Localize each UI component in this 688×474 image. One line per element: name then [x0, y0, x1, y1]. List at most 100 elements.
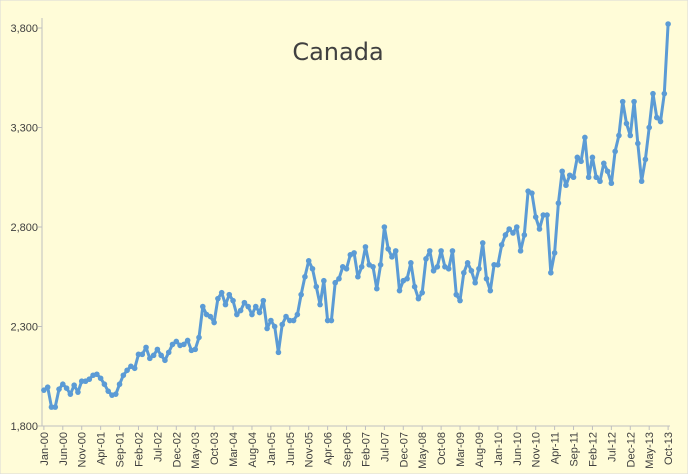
x-tick-label: Sep-06 [342, 432, 354, 467]
data-point [283, 313, 289, 320]
data-point [218, 289, 225, 296]
data-point [434, 264, 441, 270]
data-point [298, 291, 304, 298]
data-point [638, 178, 645, 185]
data-point [582, 134, 588, 141]
chart-title: Canada [292, 38, 383, 66]
data-point [650, 90, 656, 97]
data-point [41, 387, 47, 393]
x-tick-label: Sep-11 [569, 432, 581, 467]
data-point [173, 338, 180, 345]
data-point [112, 391, 119, 397]
data-point [94, 371, 100, 378]
data-point [510, 230, 516, 236]
x-tick-label: Nov-10 [531, 432, 543, 467]
data-point [389, 254, 395, 260]
data-point [597, 178, 603, 185]
data-point [461, 269, 467, 276]
x-tick-label: Oct-13 [663, 432, 675, 465]
data-point [578, 158, 584, 165]
data-point [604, 168, 611, 175]
data-point [101, 381, 108, 388]
data-point [661, 90, 668, 97]
x-tick-label: Nov-05 [304, 432, 316, 467]
data-point [192, 346, 199, 353]
data-point [426, 248, 433, 254]
data-point [290, 317, 297, 324]
data-point [423, 256, 429, 262]
y-tick-label: 1,800 [10, 421, 38, 433]
data-point [86, 376, 93, 383]
data-point [131, 365, 138, 372]
data-point [612, 148, 618, 155]
data-point [438, 248, 444, 254]
data-point [271, 323, 278, 330]
data-point [305, 258, 312, 264]
data-point [642, 156, 649, 163]
x-tick-label: Jun-10 [512, 432, 524, 466]
data-point [374, 285, 380, 292]
data-point [105, 388, 112, 394]
y-tick-label: 2,300 [10, 322, 38, 334]
data-point [521, 232, 528, 238]
data-point [513, 224, 520, 230]
data-point [404, 275, 410, 282]
data-point [532, 214, 539, 220]
data-point [343, 265, 350, 272]
x-axis: Jan-00 Jun-00 Nov-00 Apr-01 Sep-01 Feb-02 Jul-… [39, 425, 675, 469]
data-point [44, 384, 51, 390]
data-point [158, 352, 164, 359]
data-point [294, 311, 301, 318]
data-point [411, 283, 418, 290]
data-point [600, 160, 607, 167]
data-point [184, 337, 191, 344]
data-point [199, 303, 206, 310]
data-point [302, 273, 308, 280]
data-point [657, 118, 664, 125]
data-point [377, 262, 384, 268]
data-point [449, 248, 456, 254]
x-tick-label: Apr-01 [96, 432, 108, 465]
data-point [415, 295, 422, 302]
x-tick-label: Aug-04 [247, 432, 259, 467]
x-tick-label: Jan-05 [266, 432, 278, 466]
data-point [616, 132, 622, 139]
data-point [381, 224, 388, 230]
data-point [252, 303, 259, 310]
data-point [196, 334, 202, 341]
data-point [249, 311, 255, 318]
data-point [313, 283, 320, 290]
data-point [207, 313, 214, 320]
data-point [544, 212, 550, 218]
data-point [548, 269, 554, 276]
data-point [502, 232, 509, 238]
x-tick-label: Dec-12 [625, 432, 637, 467]
x-tick-label: Oct-03 [209, 432, 221, 465]
data-point [472, 279, 478, 286]
x-tick-label: Dec-07 [398, 432, 410, 467]
data-point [608, 180, 615, 187]
data-point [241, 299, 248, 306]
data-point [154, 346, 161, 353]
x-tick-label: Nov-00 [77, 432, 89, 467]
x-tick-label: Feb-12 [587, 432, 599, 467]
data-point [453, 291, 460, 298]
data-point [332, 279, 338, 286]
x-tick-label: Apr-06 [323, 432, 335, 465]
series-line [42, 22, 670, 409]
data-point [328, 317, 335, 324]
data-point [222, 301, 229, 308]
plot-area [41, 21, 671, 410]
data-point [230, 297, 236, 304]
data-point [169, 341, 176, 348]
x-tick-label: Apr-11 [550, 432, 562, 464]
data-point [396, 287, 403, 294]
data-point [574, 154, 581, 161]
data-point [631, 98, 637, 105]
data-point [487, 287, 494, 294]
data-point [150, 352, 157, 359]
data-point [52, 404, 59, 410]
data-point [517, 248, 524, 254]
